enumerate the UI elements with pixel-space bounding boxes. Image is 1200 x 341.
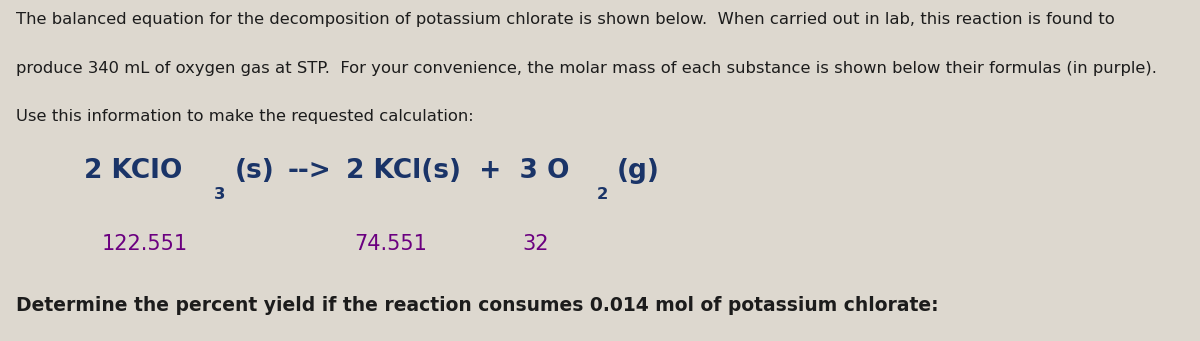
Text: (s): (s) — [235, 158, 275, 183]
Text: 2 KCl(s)  +  3 O: 2 KCl(s) + 3 O — [346, 158, 569, 183]
Text: -->: --> — [288, 158, 331, 183]
Text: produce 340 mL of oxygen gas at STP.  For your convenience, the molar mass of ea: produce 340 mL of oxygen gas at STP. For… — [16, 61, 1157, 76]
Text: Determine the percent yield if the reaction consumes 0.014 mol of potassium chlo: Determine the percent yield if the react… — [16, 296, 938, 315]
Text: (g): (g) — [617, 158, 660, 183]
Text: 122.551: 122.551 — [102, 234, 188, 254]
Text: 2: 2 — [596, 187, 607, 202]
Text: 74.551: 74.551 — [354, 234, 427, 254]
Text: 3: 3 — [214, 187, 224, 202]
Text: The balanced equation for the decomposition of potassium chlorate is shown below: The balanced equation for the decomposit… — [16, 12, 1115, 27]
Text: 32: 32 — [522, 234, 548, 254]
Text: Use this information to make the requested calculation:: Use this information to make the request… — [16, 109, 473, 124]
Text: 2 KCIO: 2 KCIO — [84, 158, 182, 183]
